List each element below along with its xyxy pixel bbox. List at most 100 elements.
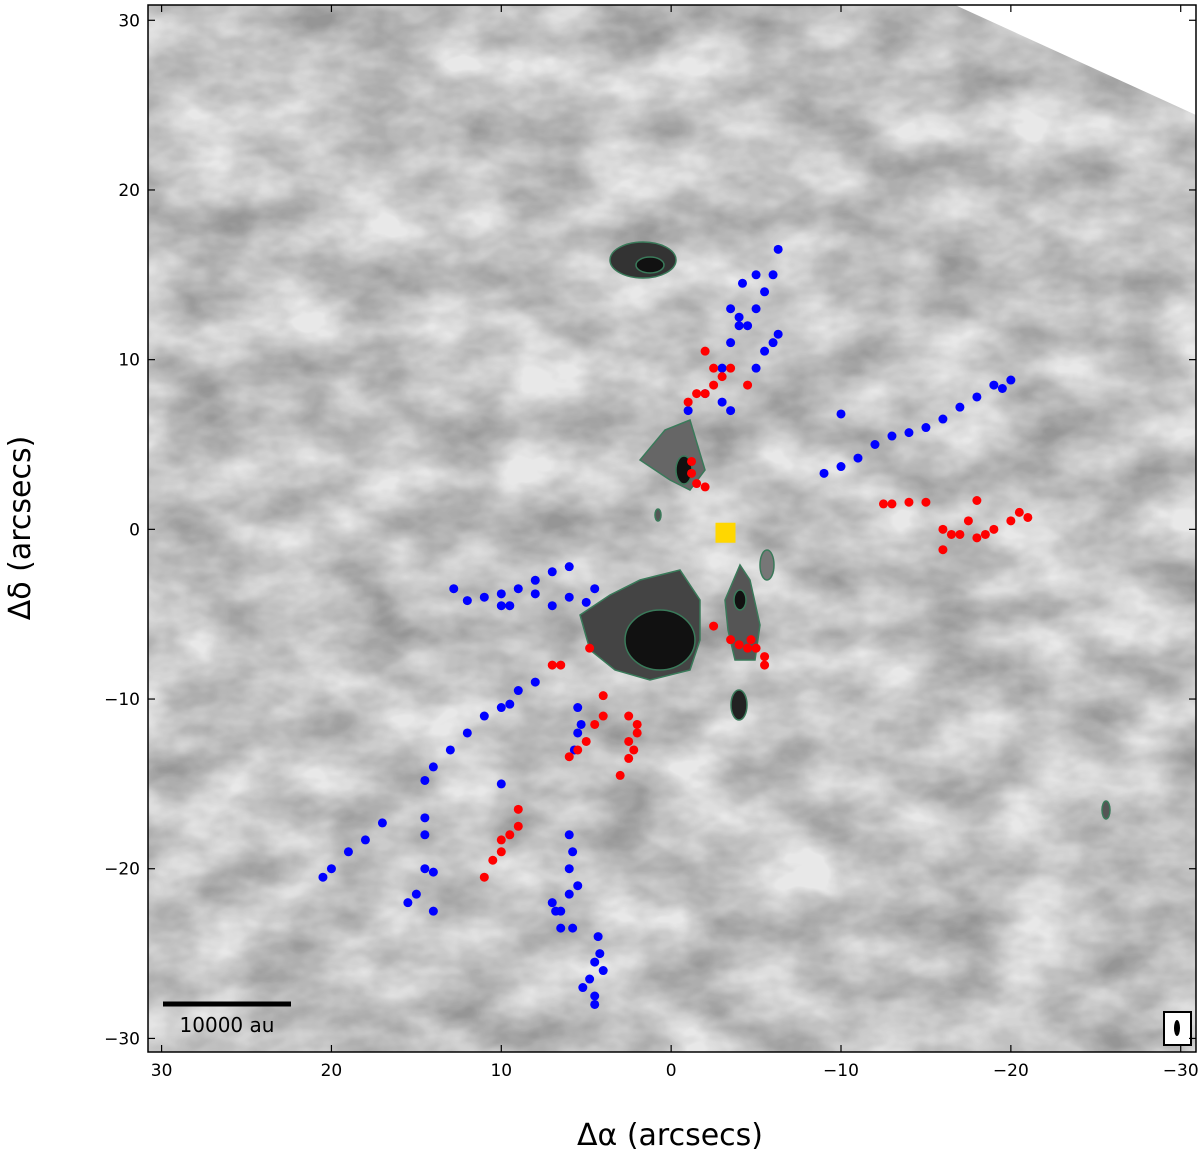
point [715, 522, 736, 543]
point [530, 677, 540, 687]
point [768, 270, 778, 280]
point [556, 923, 566, 933]
y-tick-label: 0 [129, 520, 140, 540]
point [768, 338, 778, 348]
point [564, 752, 574, 762]
y-tick-label: 20 [118, 181, 140, 201]
x-tick-label: −10 [823, 1061, 859, 1081]
point [632, 719, 642, 729]
image-edge [955, 5, 1196, 115]
point [496, 779, 506, 789]
point [547, 567, 557, 577]
point [343, 847, 353, 857]
point [581, 597, 591, 607]
point [989, 380, 999, 390]
point [624, 736, 634, 746]
point [598, 691, 608, 701]
point [955, 529, 965, 539]
point [709, 363, 719, 373]
point [972, 392, 982, 402]
point [687, 456, 697, 466]
y-axis-label: Δδ (arcsecs) [3, 436, 38, 621]
point [360, 835, 370, 845]
point [938, 524, 948, 534]
point [760, 660, 770, 670]
point [853, 453, 863, 463]
point [581, 736, 591, 746]
point [496, 835, 506, 845]
point [595, 949, 605, 959]
point [746, 635, 756, 645]
point [564, 864, 574, 874]
point [585, 974, 595, 984]
point [760, 346, 770, 356]
point [734, 640, 744, 650]
point [585, 643, 595, 653]
point [1023, 512, 1033, 522]
point [734, 321, 744, 331]
point [573, 881, 583, 891]
point [420, 775, 430, 785]
point [326, 864, 336, 874]
point [717, 372, 727, 382]
point [624, 753, 634, 763]
point [590, 999, 600, 1009]
point [751, 304, 761, 314]
point [488, 855, 498, 865]
point [615, 770, 625, 780]
point [505, 830, 515, 840]
point [726, 363, 736, 373]
point [547, 898, 557, 908]
y-tick-label: 10 [118, 351, 140, 371]
point [717, 397, 727, 407]
image [148, 5, 1196, 1052]
y-tick-label: 30 [118, 11, 140, 31]
point [573, 728, 583, 738]
point [564, 889, 574, 899]
beam [1174, 1020, 1180, 1036]
point [700, 389, 710, 399]
point [726, 406, 736, 416]
point [629, 745, 639, 755]
y-tick-label: −20 [104, 860, 140, 880]
point [530, 575, 540, 585]
point [573, 703, 583, 713]
x-axis-label: Δα (arcsecs) [577, 1118, 763, 1153]
point [726, 338, 736, 348]
point [887, 499, 897, 509]
point [530, 589, 540, 599]
x-tick-label: 0 [666, 1061, 677, 1081]
point [692, 479, 702, 489]
point [547, 660, 557, 670]
point [760, 287, 770, 297]
point [692, 389, 702, 399]
y-tick-label: −30 [104, 1029, 140, 1049]
point [318, 872, 328, 882]
point [403, 898, 413, 908]
point [420, 830, 430, 840]
point [547, 601, 557, 611]
x-tick-label: −20 [993, 1061, 1029, 1081]
point [556, 906, 566, 916]
point [445, 745, 455, 755]
point [632, 728, 642, 738]
point [568, 923, 578, 933]
point [700, 346, 710, 356]
point [683, 406, 693, 416]
point [420, 864, 430, 874]
point [462, 596, 472, 606]
point [573, 745, 583, 755]
point [955, 402, 965, 412]
point [513, 686, 523, 696]
point [496, 601, 506, 611]
point [428, 762, 438, 772]
point [989, 524, 999, 534]
point [593, 932, 603, 942]
x-tick-label: −30 [1163, 1061, 1199, 1081]
point [760, 652, 770, 662]
point [997, 384, 1007, 394]
point [428, 906, 438, 916]
point [462, 728, 472, 738]
point [556, 660, 566, 670]
